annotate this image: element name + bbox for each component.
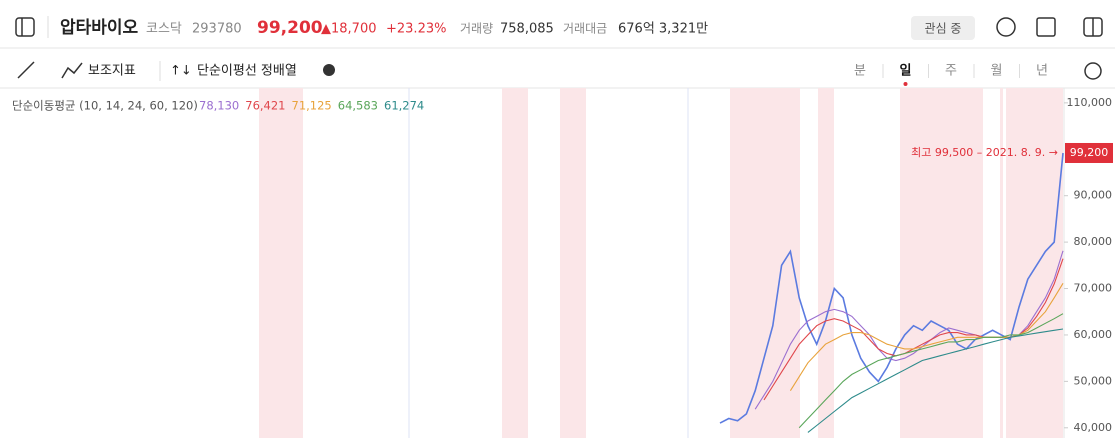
y-tick-label: 70,000: [1074, 282, 1113, 295]
close-icon[interactable]: [323, 64, 335, 76]
period-tab[interactable]: 분: [854, 64, 866, 79]
ma-label: 단순이동평균 (10, 14, 24, 60, 120): [12, 99, 198, 113]
indicator-icon[interactable]: [61, 62, 83, 79]
price: 99,200: [257, 18, 323, 38]
bands: [259, 88, 1063, 438]
active-dot: [903, 82, 908, 86]
market: 코스닥: [146, 22, 182, 37]
indicator-label[interactable]: 보조지표: [88, 64, 136, 79]
ma-value: 71,125: [292, 99, 332, 113]
ma-value: 76,421: [245, 99, 285, 113]
volume: 758,085: [500, 22, 554, 37]
period-tab[interactable]: 년: [1036, 64, 1048, 79]
ma-value: 64,583: [338, 99, 378, 113]
y-tick-label: 110,000: [1067, 96, 1113, 109]
y-tick-label: 90,000: [1074, 189, 1113, 202]
period-tab[interactable]: 월: [991, 64, 1003, 79]
sort-icon: ↑↓: [170, 64, 192, 79]
amount-label: 거래대금: [563, 22, 607, 36]
sidebar-icon[interactable]: [15, 17, 35, 37]
watch-label: 관심 중: [925, 22, 962, 36]
y-tick-label: 80,000: [1074, 235, 1113, 248]
y-tick-label: 50,000: [1074, 374, 1113, 387]
flash-icon[interactable]: [996, 17, 1016, 37]
price-tag-label: 99,200: [1070, 146, 1109, 159]
change: ▲18,700: [321, 22, 377, 37]
volume-label: 거래량: [460, 22, 493, 36]
ma-value: 78,130: [199, 99, 239, 113]
y-tick-label: 60,000: [1074, 328, 1113, 341]
amount: 676억 3,321만: [618, 22, 708, 37]
series-line: [807, 328, 1064, 433]
y-tick-label: 40,000: [1074, 421, 1113, 434]
draw-icon[interactable]: [17, 61, 35, 79]
signal-label[interactable]: 단순이평선 정배열: [197, 64, 297, 79]
watch-button[interactable]: [911, 16, 975, 40]
plot: [719, 152, 1064, 433]
edit-icon[interactable]: [1036, 17, 1056, 37]
series-line: [798, 313, 1064, 429]
period-tab[interactable]: 주: [945, 64, 957, 79]
code: 293780: [192, 22, 242, 37]
ma-value: 61,274: [384, 99, 424, 113]
annotation: 최고 99,500 – 2021. 8. 9. →: [911, 146, 1058, 159]
settings-icon[interactable]: [1084, 62, 1102, 80]
change-pct: +23.23%: [386, 22, 446, 37]
stock-name: 압타바이오: [60, 17, 139, 38]
price-tag: [1065, 142, 1113, 163]
period-tab[interactable]: 일: [900, 64, 912, 79]
